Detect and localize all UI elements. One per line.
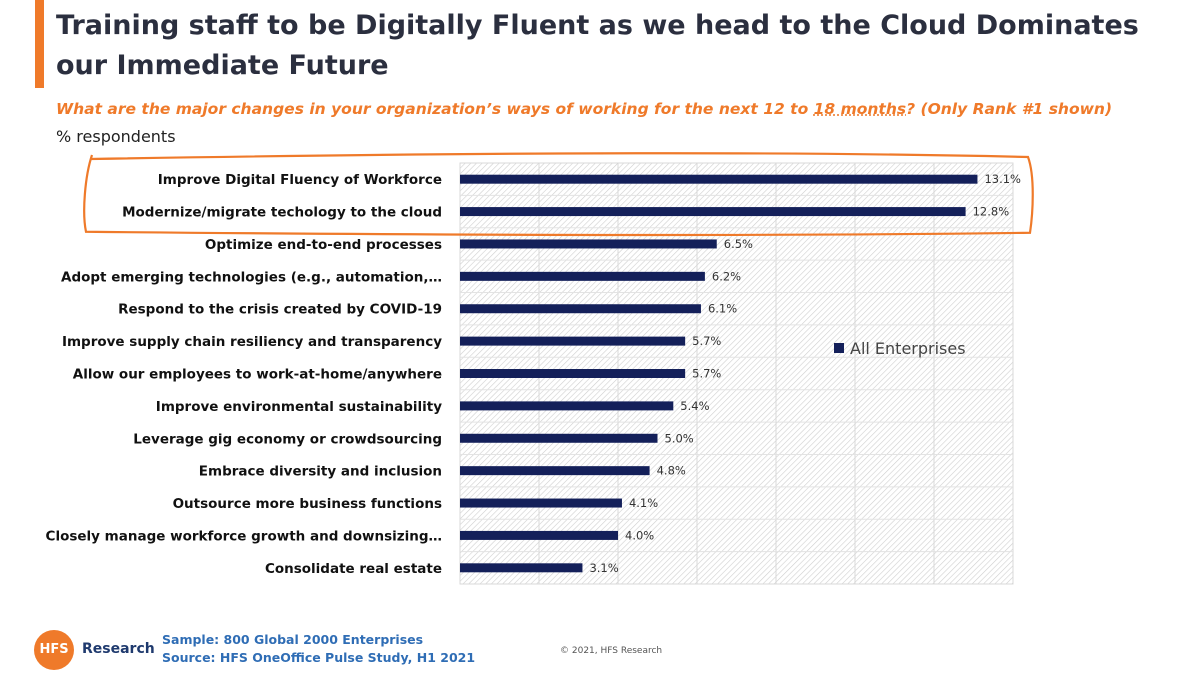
category-label: Embrace diversity and inclusion bbox=[199, 464, 442, 480]
category-label: Improve supply chain resiliency and tran… bbox=[62, 334, 442, 350]
bar bbox=[460, 271, 705, 281]
category-label: Improve environmental sustainability bbox=[156, 399, 442, 415]
bar bbox=[460, 433, 658, 443]
data-label: 5.4% bbox=[680, 399, 709, 413]
highlight-outline bbox=[83, 152, 1034, 237]
data-label: 6.2% bbox=[712, 269, 741, 283]
category-label: Respond to the crisis created by COVID-1… bbox=[118, 302, 442, 318]
title-accent-bar bbox=[35, 0, 44, 88]
data-label: 5.7% bbox=[692, 367, 721, 381]
sample-note: Sample: 800 Global 2000 Enterprises bbox=[162, 632, 424, 647]
question-text-part2: ? (Only Rank #1 shown) bbox=[906, 100, 1113, 118]
bar bbox=[460, 239, 717, 249]
question-text-underlined: 18 months bbox=[813, 100, 907, 118]
legend-swatch bbox=[834, 343, 844, 353]
category-label: Closely manage workforce growth and down… bbox=[46, 528, 442, 544]
category-label: Allow our employees to work-at-home/anyw… bbox=[73, 367, 442, 383]
bar bbox=[460, 401, 674, 411]
source-note: Source: HFS OneOffice Pulse Study, H1 20… bbox=[162, 650, 476, 665]
category-label: Leverage gig economy or crowdsourcing bbox=[133, 431, 442, 447]
page-title: Training staff to be Digitally Fluent as… bbox=[56, 10, 1139, 81]
category-label: Improve Digital Fluency of Workforce bbox=[158, 172, 442, 188]
survey-question: What are the major changes in your organ… bbox=[56, 100, 1186, 118]
bar bbox=[460, 369, 686, 378]
bar bbox=[460, 304, 701, 314]
bar bbox=[460, 174, 978, 184]
bar bbox=[460, 336, 686, 346]
copyright-text: © 2021, HFS Research bbox=[560, 646, 663, 656]
data-label: 3.1% bbox=[589, 561, 618, 575]
bar bbox=[460, 530, 618, 540]
data-label: 13.1% bbox=[984, 172, 1021, 186]
data-label: 6.1% bbox=[708, 302, 737, 316]
bar bbox=[460, 498, 622, 508]
category-label: Modernize/migrate techology to the cloud bbox=[122, 205, 442, 221]
data-label: 4.8% bbox=[657, 464, 686, 478]
data-label: 6.5% bbox=[724, 237, 753, 251]
bar bbox=[460, 563, 583, 573]
data-label: 5.0% bbox=[665, 431, 694, 445]
bar bbox=[460, 466, 650, 476]
category-label: Adopt emerging technologies (e.g., autom… bbox=[61, 269, 442, 285]
data-label: 5.7% bbox=[692, 334, 721, 348]
category-label: Consolidate real estate bbox=[265, 561, 442, 577]
data-label: 4.1% bbox=[629, 496, 658, 510]
hfs-logo: HFS bbox=[34, 630, 74, 670]
question-text-part1: What are the major changes in your organ… bbox=[56, 100, 814, 118]
data-label: 4.0% bbox=[625, 528, 654, 542]
bar bbox=[460, 207, 966, 217]
data-label: 12.8% bbox=[973, 205, 1010, 219]
category-label: Outsource more business functions bbox=[173, 496, 442, 512]
unit-label: % respondents bbox=[56, 127, 176, 146]
legend-label: All Enterprises bbox=[850, 339, 966, 358]
category-label: Optimize end-to-end processes bbox=[205, 237, 442, 253]
brand-text: Research bbox=[82, 641, 155, 657]
